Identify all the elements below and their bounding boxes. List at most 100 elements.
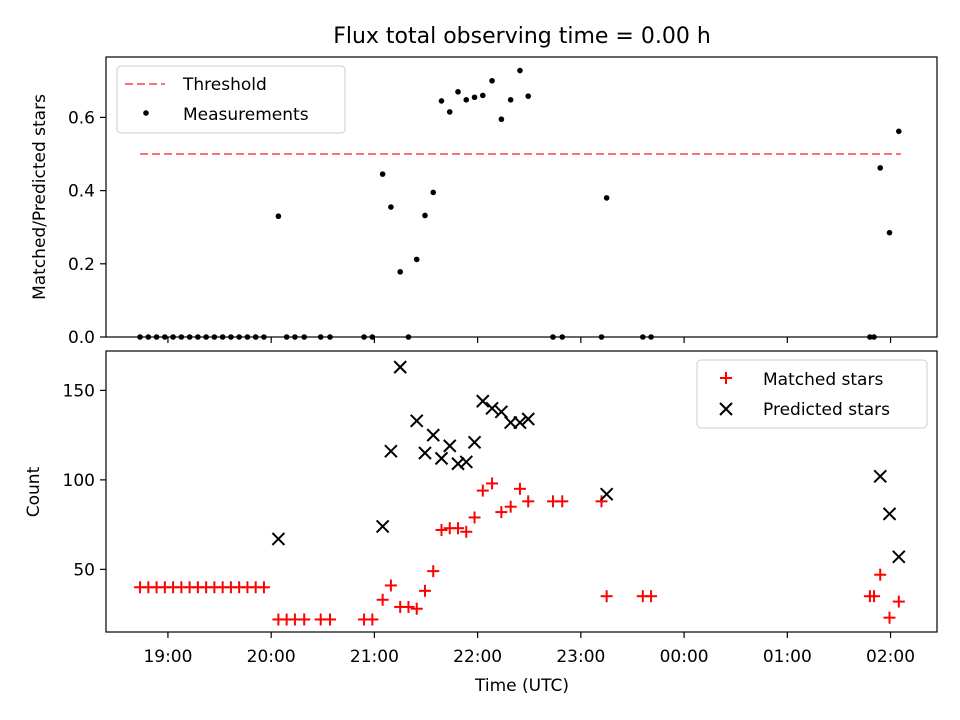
matched-star-point xyxy=(460,525,473,538)
ratio-y-ticks: 0.0 0.2 0.4 0.6 xyxy=(68,108,106,348)
measurement-point xyxy=(446,109,453,115)
predicted-star-point xyxy=(882,507,897,521)
x-tick-label: 01:00 xyxy=(763,647,812,667)
measurement-point xyxy=(498,116,505,123)
matched-star-point xyxy=(298,613,311,626)
predicted-star-point xyxy=(599,487,614,501)
matched-star-point xyxy=(324,613,337,626)
chart-title: Flux total observing time = 0.00 h xyxy=(333,24,711,49)
matched-star-point xyxy=(868,590,881,603)
count-panel: 50 100 150 19:00 20:00 21:00 22:00 23:00 00:00 0… xyxy=(24,350,938,696)
count-x-ticks: 19:00 20:00 21:00 22:00 23:00 00:00 01:00 02:00 xyxy=(143,632,915,667)
matched-star-point xyxy=(468,511,481,524)
count-axes-frame xyxy=(105,350,938,633)
matched-star-point xyxy=(645,590,658,603)
count-y-axis-label: Count xyxy=(24,466,44,517)
count-plot-area xyxy=(134,360,906,626)
predicted-star-point xyxy=(485,401,499,415)
measurement-point xyxy=(455,88,461,95)
x-tick-label: 00:00 xyxy=(660,647,709,667)
matched-star-point xyxy=(556,495,569,508)
measurement-point xyxy=(471,94,478,101)
ratio-axes-frame xyxy=(105,56,938,338)
predicted-star-point xyxy=(410,414,424,428)
measurement-point xyxy=(275,213,282,220)
predicted-star-point xyxy=(434,451,449,466)
measurement-point xyxy=(896,128,902,135)
predicted-star-point xyxy=(476,394,490,408)
predicted-star-point xyxy=(443,439,457,453)
predicted-star-point xyxy=(418,446,432,460)
matched-star-point xyxy=(504,500,517,513)
predicted-star-point xyxy=(892,550,906,564)
matched-star-point xyxy=(384,579,397,592)
count-legend: Matched stars Predicted stars xyxy=(696,359,928,429)
matched-star-point xyxy=(600,590,613,603)
count-y-tick-label: 150 xyxy=(63,381,95,401)
ratio-legend-box xyxy=(116,65,346,134)
legend-measurements-swatch xyxy=(143,110,149,116)
predicted-star-point xyxy=(393,360,407,374)
x-tick-label: 22:00 xyxy=(453,647,502,667)
legend-threshold-label: Threshold xyxy=(182,75,267,95)
ratio-panel: Flux total observing time = 0.00 h 0.00.… xyxy=(30,24,938,348)
legend-predicted-swatch xyxy=(719,402,733,416)
matched-star-point xyxy=(418,584,431,597)
ratio-y-tick-label: 0.4 xyxy=(68,182,95,202)
count-y-ticks: 50 100 150 xyxy=(63,381,106,580)
count-y-tick-label: 50 xyxy=(73,560,95,580)
matched-star-point xyxy=(376,593,389,606)
predicted-star-point xyxy=(451,457,465,471)
ratio-y-tick-label: 0.2 xyxy=(68,255,95,275)
matched-star-point xyxy=(427,565,440,578)
legend-predicted-label: Predicted stars xyxy=(763,400,890,420)
predicted-star-point xyxy=(459,455,473,469)
x-tick-label: 02:00 xyxy=(866,647,915,667)
ratio-y-tick-label: 0.0 xyxy=(68,328,95,348)
matched-star-point xyxy=(410,602,423,615)
predicted-star-point xyxy=(375,519,390,534)
measurement-point xyxy=(438,98,445,104)
measurement-point xyxy=(388,204,394,210)
measurement-point xyxy=(430,189,437,196)
predicted-star-point xyxy=(426,428,440,442)
measurement-point xyxy=(877,165,884,171)
ratio-y-axis-label: Matched/Predicted stars xyxy=(30,94,50,300)
matched-star-point xyxy=(522,495,535,508)
predicted-star-point xyxy=(384,444,398,458)
matched-star-point xyxy=(892,595,905,608)
legend-matched-label: Matched stars xyxy=(763,370,883,390)
legend-measurements-label: Measurements xyxy=(183,105,309,125)
count-legend-box xyxy=(696,359,928,429)
matched-star-point xyxy=(883,611,896,624)
measurement-point xyxy=(463,97,470,103)
predicted-star-point xyxy=(494,405,509,419)
x-tick-label: 20:00 xyxy=(247,647,296,667)
matched-star-point xyxy=(874,568,887,581)
measurement-point xyxy=(603,195,610,201)
matched-star-point xyxy=(495,506,508,519)
count-y-tick-label: 100 xyxy=(63,471,95,491)
ratio-y-tick-label: 0.6 xyxy=(68,108,95,128)
measurement-point xyxy=(397,269,404,275)
x-tick-label: 21:00 xyxy=(350,647,399,667)
measurement-point xyxy=(422,212,428,219)
ratio-legend: Threshold Measurements xyxy=(116,65,346,134)
matched-star-point xyxy=(435,523,448,536)
matched-star-point xyxy=(486,477,499,490)
predicted-star-point xyxy=(513,415,527,430)
measurement-point xyxy=(379,171,386,177)
predicted-star-point xyxy=(271,532,286,546)
measurement-point xyxy=(517,67,523,74)
x-tick-label: 19:00 xyxy=(143,647,192,667)
x-tick-label: 23:00 xyxy=(556,647,605,667)
measurement-point xyxy=(479,92,486,99)
measurement-point xyxy=(413,256,420,263)
matched-star-point xyxy=(402,600,415,613)
measurement-point xyxy=(507,97,514,103)
legend-matched-swatch xyxy=(720,372,732,384)
x-axis-label: Time (UTC) xyxy=(474,676,569,696)
ratio-x-ticks xyxy=(167,337,892,343)
matched-star-point xyxy=(513,482,526,495)
